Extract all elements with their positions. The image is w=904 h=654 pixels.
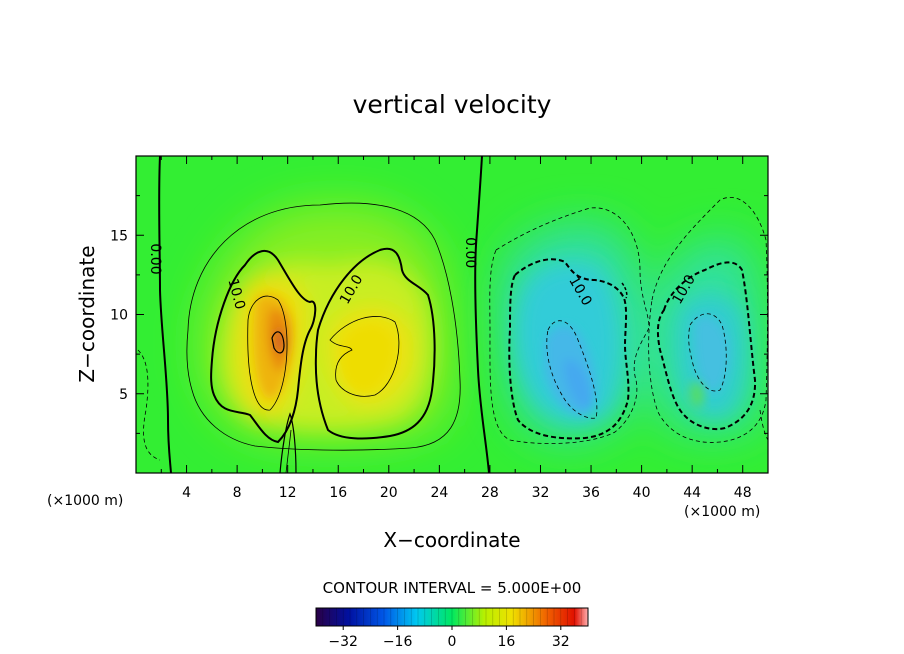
zero-contour-right: [474, 156, 490, 473]
chart-title: vertical velocity: [353, 90, 552, 119]
y-tick-label: 5: [119, 387, 128, 403]
colorbar-tick-label: −32: [328, 634, 358, 650]
contour-label: 0.00: [462, 237, 478, 268]
x-axis-label: X−coordinate: [383, 528, 520, 552]
x-axis: 4 8 12 16 20 24 28 32 36 40 44 48: [160, 156, 752, 501]
y-tick-label: 15: [110, 228, 128, 244]
zero-contour-left: [158, 156, 172, 473]
colorbar: −32 −16 0 16 32: [315, 607, 589, 650]
colorbar-tick-label: 16: [497, 634, 515, 650]
y-tick-label: 10: [110, 308, 128, 324]
contour-label: 10.0: [224, 277, 248, 311]
contour-interval: CONTOUR INTERVAL = 5.000E+00: [323, 579, 582, 597]
colorbar-tick-label: −16: [383, 634, 413, 650]
colorbar-stripes: [322, 608, 582, 626]
x-tick-label: 16: [329, 485, 347, 501]
colorbar-tick-label: 0: [448, 634, 457, 650]
x-tick-label: 12: [279, 485, 297, 501]
x-tick-label: 48: [734, 485, 752, 501]
x-tick-label: 44: [683, 485, 701, 501]
y-axis-label: Z−coordinate: [75, 245, 99, 382]
x-tick-label: 4: [182, 485, 191, 501]
x-tick-label: 32: [532, 485, 550, 501]
x-unit-right: (×1000 m): [684, 504, 760, 520]
x-unit-left: (×1000 m): [47, 493, 123, 509]
contour-lines: [137, 156, 768, 473]
x-tick-label: 20: [380, 485, 398, 501]
x-tick-label: 24: [430, 485, 448, 501]
y-axis: 5 10 15: [110, 195, 768, 434]
colorbar-ticks: −32 −16 0 16 32: [328, 626, 570, 650]
x-tick-label: 8: [233, 485, 242, 501]
x-tick-label: 36: [582, 485, 600, 501]
colorbar-tick-label: 32: [552, 634, 570, 650]
colorbar-gradient: [316, 608, 588, 626]
contour-label: 0.00: [147, 243, 163, 274]
x-tick-label: 40: [633, 485, 651, 501]
x-tick-label: 28: [481, 485, 499, 501]
